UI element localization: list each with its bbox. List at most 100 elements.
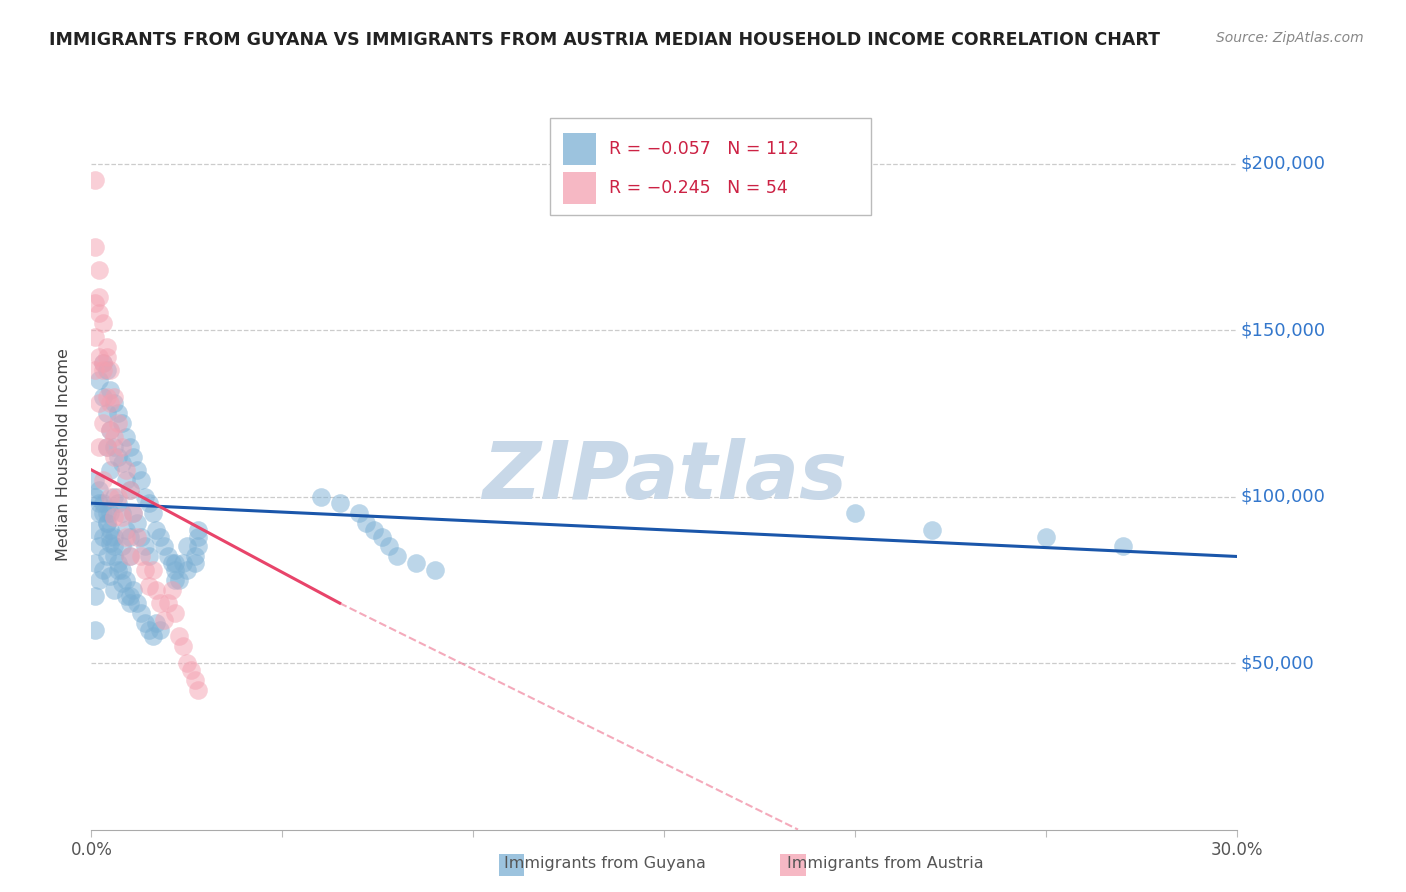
Point xyxy=(87,373,110,387)
Point xyxy=(87,573,110,587)
Point xyxy=(96,406,118,420)
Point xyxy=(122,506,145,520)
Point xyxy=(111,563,134,577)
Point xyxy=(167,573,190,587)
Point xyxy=(127,463,149,477)
Point xyxy=(87,263,110,277)
Point xyxy=(100,423,122,437)
Point xyxy=(91,356,114,370)
Point xyxy=(118,483,141,497)
Point xyxy=(114,473,136,487)
Bar xyxy=(564,133,596,165)
Text: Source: ZipAtlas.com: Source: ZipAtlas.com xyxy=(1216,31,1364,45)
Point xyxy=(107,450,129,464)
Point xyxy=(103,490,125,504)
Point xyxy=(87,483,110,497)
Point xyxy=(356,516,378,531)
Point xyxy=(138,496,160,510)
Point xyxy=(84,556,107,570)
Point xyxy=(100,490,122,504)
Text: R = −0.245   N = 54: R = −0.245 N = 54 xyxy=(609,179,789,197)
Point xyxy=(111,456,134,470)
Point xyxy=(129,606,152,620)
Point xyxy=(134,540,156,554)
Point xyxy=(134,616,156,631)
Point xyxy=(91,363,114,377)
Point xyxy=(118,596,141,610)
Point xyxy=(103,549,125,564)
Point xyxy=(183,556,205,570)
Point xyxy=(153,540,176,554)
Point xyxy=(114,573,136,587)
Point xyxy=(107,563,129,577)
Text: IMMIGRANTS FROM GUYANA VS IMMIGRANTS FROM AUSTRIA MEDIAN HOUSEHOLD INCOME CORREL: IMMIGRANTS FROM GUYANA VS IMMIGRANTS FRO… xyxy=(49,31,1160,49)
Point xyxy=(176,656,198,670)
Point xyxy=(91,317,114,331)
Point xyxy=(165,556,187,570)
Point xyxy=(141,506,163,520)
Point xyxy=(127,529,149,543)
Point xyxy=(111,509,134,524)
Text: $100,000: $100,000 xyxy=(1240,488,1326,506)
Point xyxy=(165,563,187,577)
Point xyxy=(118,440,141,454)
Text: ZIPatlas: ZIPatlas xyxy=(482,438,846,516)
Text: $200,000: $200,000 xyxy=(1240,154,1326,172)
Point xyxy=(114,529,136,543)
Point xyxy=(100,506,122,520)
Point xyxy=(100,523,122,537)
Point xyxy=(156,549,179,564)
Point xyxy=(87,396,110,410)
Point xyxy=(149,596,172,610)
Point xyxy=(149,623,172,637)
Point xyxy=(96,363,118,377)
Point xyxy=(156,596,179,610)
Point xyxy=(91,417,114,431)
Point xyxy=(96,350,118,364)
Point xyxy=(370,529,392,543)
Point xyxy=(87,496,110,510)
Point xyxy=(141,629,163,643)
Point xyxy=(96,440,118,454)
Point xyxy=(96,340,118,354)
Point xyxy=(153,613,176,627)
Point xyxy=(84,490,107,504)
Point xyxy=(114,429,136,443)
Point xyxy=(172,556,194,570)
Point xyxy=(187,529,209,543)
Text: Immigrants from Guyana: Immigrants from Guyana xyxy=(503,856,706,871)
Point xyxy=(118,549,141,564)
Point xyxy=(844,506,866,520)
Point xyxy=(118,529,141,543)
Bar xyxy=(564,172,596,203)
Point xyxy=(114,523,136,537)
Point xyxy=(96,549,118,564)
Point xyxy=(118,549,141,564)
Point xyxy=(145,523,167,537)
Point xyxy=(84,296,107,310)
Point xyxy=(87,506,110,520)
Point xyxy=(107,556,129,570)
Point xyxy=(100,529,122,543)
Text: R = −0.057   N = 112: R = −0.057 N = 112 xyxy=(609,140,800,158)
Point xyxy=(111,417,134,431)
Point xyxy=(165,573,187,587)
Point xyxy=(134,490,156,504)
Point xyxy=(160,582,183,597)
Text: $50,000: $50,000 xyxy=(1240,654,1315,672)
Point xyxy=(96,516,118,531)
Point xyxy=(84,623,107,637)
Point xyxy=(127,596,149,610)
Point xyxy=(91,506,114,520)
Point xyxy=(134,563,156,577)
Point xyxy=(921,523,943,537)
Point xyxy=(378,540,401,554)
Point xyxy=(84,329,107,343)
Point xyxy=(84,473,107,487)
Point xyxy=(385,549,408,564)
Point xyxy=(103,540,125,554)
Point xyxy=(100,383,122,397)
Point xyxy=(122,582,145,597)
Point xyxy=(91,473,114,487)
Point xyxy=(103,582,125,597)
